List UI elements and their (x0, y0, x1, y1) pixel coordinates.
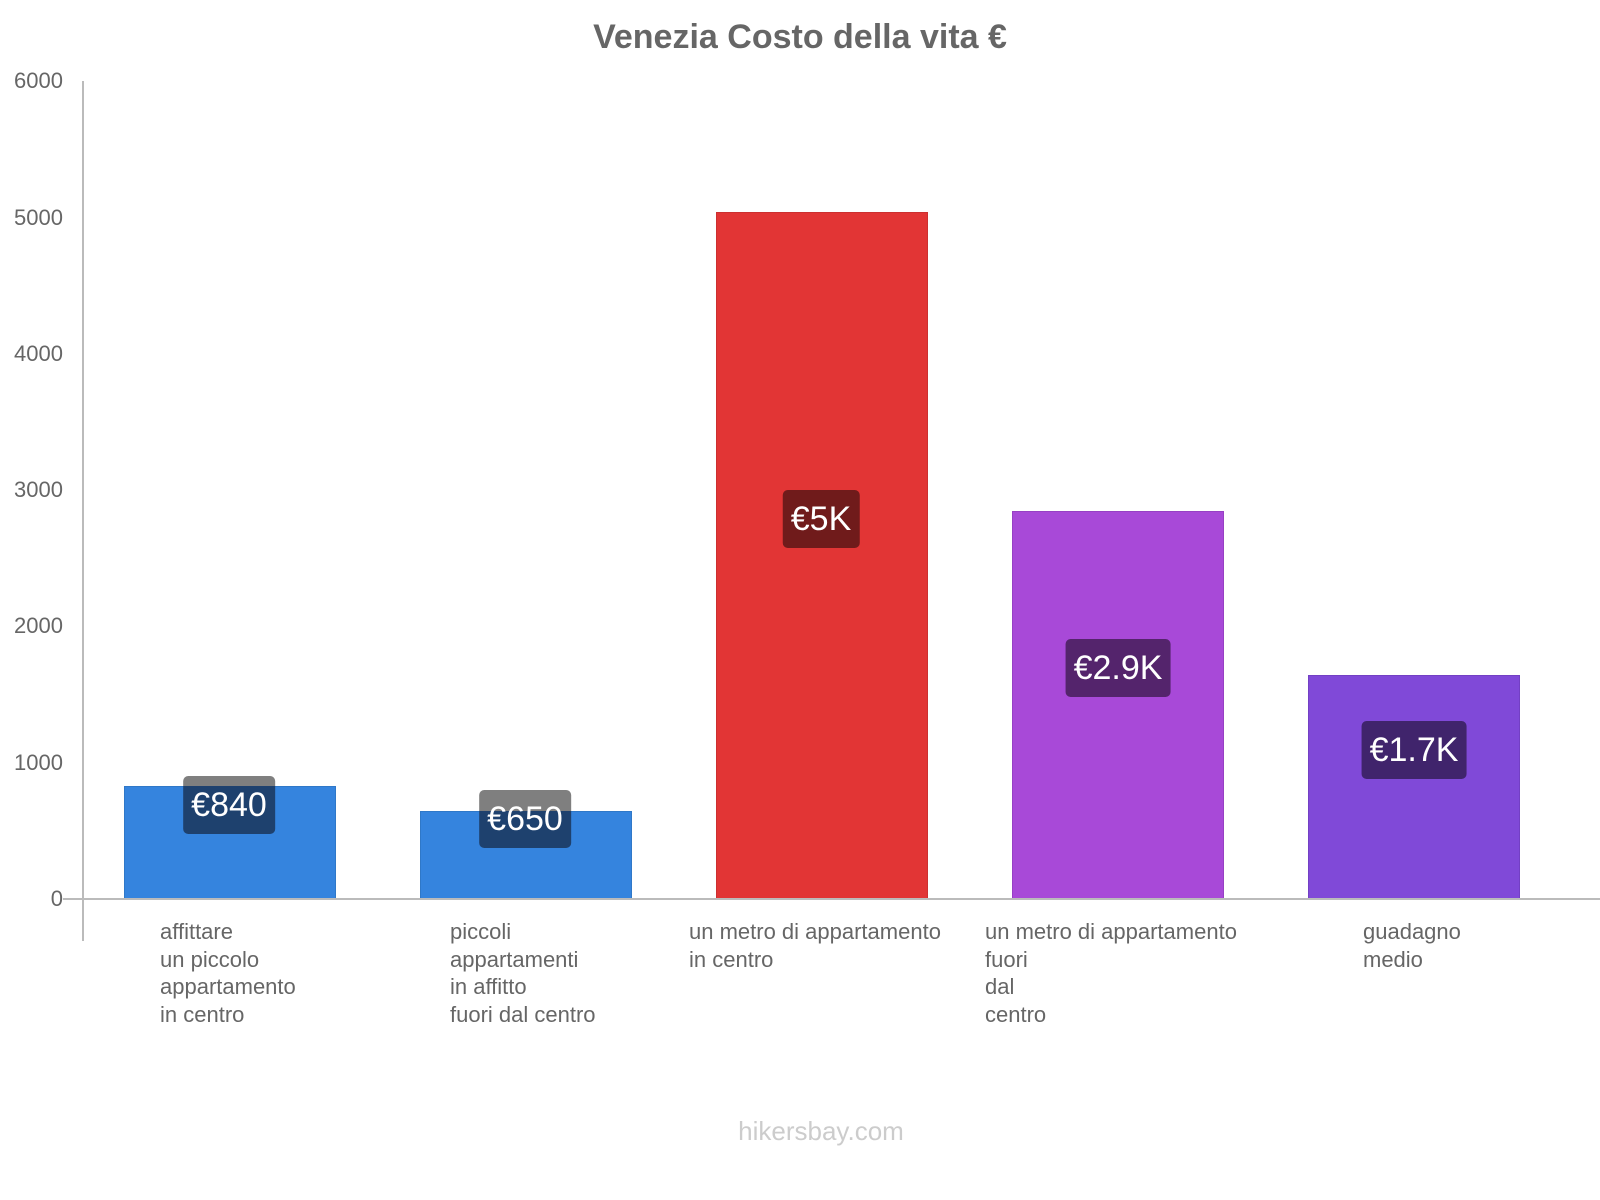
value-label: €840 (183, 776, 275, 834)
bar-average-salary[interactable] (1308, 675, 1520, 899)
bar-sqm-outside[interactable] (1012, 511, 1224, 899)
x-label: un metro di appartamento fuori dal centr… (985, 919, 1237, 1027)
y-tick-6000: 6000 (14, 68, 63, 93)
value-label: €5K (782, 490, 860, 548)
value-label: €650 (479, 790, 571, 848)
value-label: €2.9K (1065, 639, 1171, 697)
x-label: piccoli appartamenti in affitto fuori da… (450, 919, 596, 1027)
bar-sqm-center[interactable] (716, 212, 928, 899)
x-axis-line (63, 898, 1600, 900)
y-tick-5000: 5000 (14, 205, 63, 230)
y-axis-line (82, 81, 84, 941)
y-tick-1000: 1000 (14, 750, 63, 775)
y-tick-4000: 4000 (14, 341, 63, 366)
y-tick-2000: 2000 (14, 613, 63, 638)
chart-title: Venezia Costo della vita € (593, 18, 1007, 56)
y-tick-3000: 3000 (14, 477, 63, 502)
watermark: hikersbay.com (738, 1116, 904, 1146)
value-label: €1.7K (1361, 721, 1467, 779)
y-tick-0: 0 (50, 886, 63, 911)
x-label: affittare un piccolo appartamento in cen… (160, 919, 296, 1027)
x-label: guadagno medio (1363, 919, 1461, 972)
x-label: un metro di appartamento in centro (689, 919, 941, 972)
